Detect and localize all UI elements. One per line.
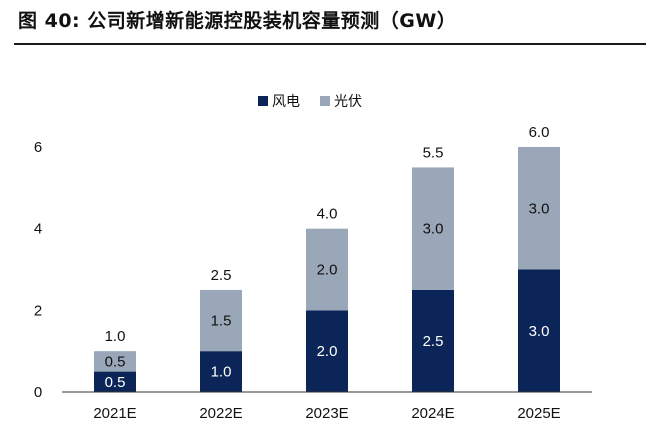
total-label: 6.0 [529,124,550,141]
total-label: 1.0 [105,328,126,345]
data-label: 0.5 [105,374,126,391]
bar-segment-wind [94,371,136,392]
data-label: 2.0 [317,262,338,279]
data-label: 0.5 [105,353,126,370]
bar-segment-solar [306,228,348,311]
bar-segment-solar [94,351,136,372]
bars: 0.5 0.5 1.0 1.0 1.5 2.5 2.0 2.0 4.0 2.5 3.0 5.5 3.0 3… [94,124,560,392]
data-label: 3.0 [423,221,444,238]
data-label: 3.0 [529,200,550,217]
y-tick-label: 0 [34,384,42,401]
y-tick-label: 6 [34,139,42,156]
total-label: 4.0 [317,206,338,223]
data-label: 1.0 [211,364,232,381]
y-axis: 0 2 4 6 [34,139,42,401]
y-tick-label: 4 [34,221,42,238]
data-label: 2.0 [317,343,338,360]
bar-segment-solar [518,147,560,270]
x-tick-label: 2025E [517,405,560,422]
bar-segment-solar [200,289,242,352]
bar-segment-solar [412,167,454,290]
chart-title: 图 40: 公司新增新能源控股装机容量预测（GW） [18,10,457,32]
x-tick-label: 2021E [93,405,136,422]
data-label: 1.5 [211,313,232,330]
x-axis: 2021E 2022E 2023E 2024E 2025E [62,391,592,422]
x-tick-label: 2022E [199,405,242,422]
data-label: 2.5 [423,333,444,350]
title-divider [14,43,646,45]
y-tick-label: 2 [34,302,42,319]
bar-segment-wind [306,310,348,392]
x-tick-label: 2023E [305,405,348,422]
legend-swatch-wind [258,96,268,106]
legend: 风电 光伏 [258,94,362,110]
bar-segment-wind [200,351,242,392]
bar-segment-wind [518,269,560,392]
data-label: 3.0 [529,323,550,340]
total-label: 2.5 [211,267,232,284]
legend-swatch-solar [320,96,330,106]
total-label: 5.5 [423,144,444,161]
legend-label: 光伏 [334,94,362,110]
legend-label: 风电 [272,94,300,110]
x-tick-label: 2024E [411,405,454,422]
bar-segment-wind [412,289,454,392]
